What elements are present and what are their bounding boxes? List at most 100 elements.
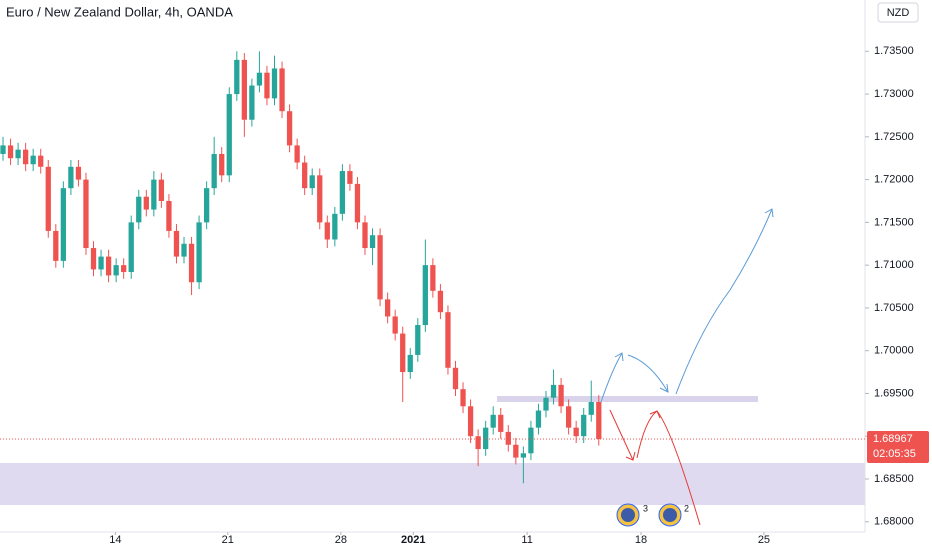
candle-body xyxy=(53,230,59,261)
currency-button[interactable] xyxy=(877,2,919,23)
x-tick-label: 21 xyxy=(222,534,234,546)
candle-body xyxy=(75,166,82,180)
candle-body xyxy=(181,243,187,257)
event-icon[interactable]: 2 xyxy=(658,503,689,527)
candle-body xyxy=(339,171,346,214)
candle-body xyxy=(0,145,6,154)
candle-body xyxy=(98,256,104,270)
candle-body xyxy=(166,200,172,231)
candle-body xyxy=(294,145,300,163)
candle-body xyxy=(498,414,504,432)
candle-body xyxy=(415,325,421,355)
candle-body xyxy=(279,68,285,112)
y-tick-label: 1.72000 xyxy=(874,174,914,186)
candle-body xyxy=(83,179,89,249)
candle-body xyxy=(452,367,459,390)
x-tick-label: 2021 xyxy=(401,534,425,546)
candle-body xyxy=(400,333,406,373)
candle-body xyxy=(173,230,180,257)
candle-body xyxy=(196,222,202,283)
candle-body xyxy=(151,179,157,210)
candle-body xyxy=(369,235,376,249)
candle-body xyxy=(392,316,398,334)
x-tick-label: 18 xyxy=(635,534,647,546)
candle-body xyxy=(528,427,534,454)
candle-body xyxy=(309,175,315,189)
candle-body xyxy=(490,414,496,428)
candle-body xyxy=(324,222,330,240)
candle-body xyxy=(377,235,383,300)
candle-body xyxy=(45,166,51,231)
candles xyxy=(0,51,602,484)
candle-body xyxy=(505,431,511,445)
candle-body xyxy=(7,145,14,159)
currency-label: NZD xyxy=(887,7,910,19)
blue-arrow-head xyxy=(659,383,669,393)
candle-body xyxy=(30,155,36,165)
last-price-box xyxy=(867,431,929,464)
candle-body xyxy=(460,389,466,407)
candle-body xyxy=(113,265,119,276)
y-tick-label: 1.68500 xyxy=(874,473,914,485)
y-tick-label: 1.70500 xyxy=(874,302,914,314)
candle-body xyxy=(573,427,579,437)
candle-body xyxy=(558,384,564,407)
candle-body xyxy=(422,265,428,326)
resistance-zone xyxy=(497,396,758,402)
blue-arrow xyxy=(600,352,623,403)
y-tick-label: 1.73500 xyxy=(874,45,914,57)
candle-body xyxy=(437,290,444,313)
chart-title: Euro / New Zealand Dollar, 4h, OANDA xyxy=(6,4,233,19)
red-arrow xyxy=(636,410,701,526)
candle-body xyxy=(121,265,127,272)
candle-body xyxy=(596,401,602,440)
candle-body xyxy=(588,401,594,415)
candle-body xyxy=(226,94,232,176)
candle-body xyxy=(332,213,338,240)
candle-body xyxy=(203,188,210,223)
candle-body xyxy=(249,85,255,120)
candle-body xyxy=(256,72,263,86)
candle-body xyxy=(550,384,557,398)
y-tick-label: 1.69500 xyxy=(874,387,914,399)
blue-arrow-head xyxy=(614,352,624,362)
candle-body xyxy=(362,222,368,249)
candle-body xyxy=(286,111,293,146)
y-tick-label: 1.71500 xyxy=(874,216,914,228)
candle-body xyxy=(105,256,112,276)
y-tick-label: 1.72500 xyxy=(874,131,914,143)
red-arrow-head xyxy=(649,410,661,419)
candle-body xyxy=(234,59,240,95)
y-tick-label: 1.68000 xyxy=(874,516,914,528)
candle-body xyxy=(23,149,29,165)
countdown-label: 02:05:35 xyxy=(873,448,916,460)
event-count: 2 xyxy=(684,503,689,513)
y-tick-label: 1.73000 xyxy=(874,88,914,100)
candle-body xyxy=(241,59,247,120)
candle-body xyxy=(520,453,527,458)
x-tick-label: 28 xyxy=(335,534,347,546)
candle-body xyxy=(128,222,134,272)
candle-body xyxy=(543,397,549,411)
y-tick-label: 1.71000 xyxy=(874,259,914,271)
event-icon[interactable]: 3 xyxy=(616,503,648,527)
candle-body xyxy=(354,183,361,223)
candle-body xyxy=(219,153,225,176)
red-arrow-head xyxy=(625,451,636,461)
candle-body xyxy=(271,68,278,99)
candle-body xyxy=(60,188,66,261)
blue-arrow xyxy=(675,208,773,395)
candle-body xyxy=(475,436,481,450)
event-count: 3 xyxy=(643,503,648,513)
candle-body xyxy=(15,149,21,159)
candle-body xyxy=(188,243,195,283)
x-tick-label: 25 xyxy=(758,534,770,546)
candle-body xyxy=(483,427,489,450)
blue-arrow-head xyxy=(764,208,774,218)
demand-zone xyxy=(0,463,865,505)
candle-body xyxy=(317,175,323,223)
x-tick-label: 14 xyxy=(109,534,121,546)
